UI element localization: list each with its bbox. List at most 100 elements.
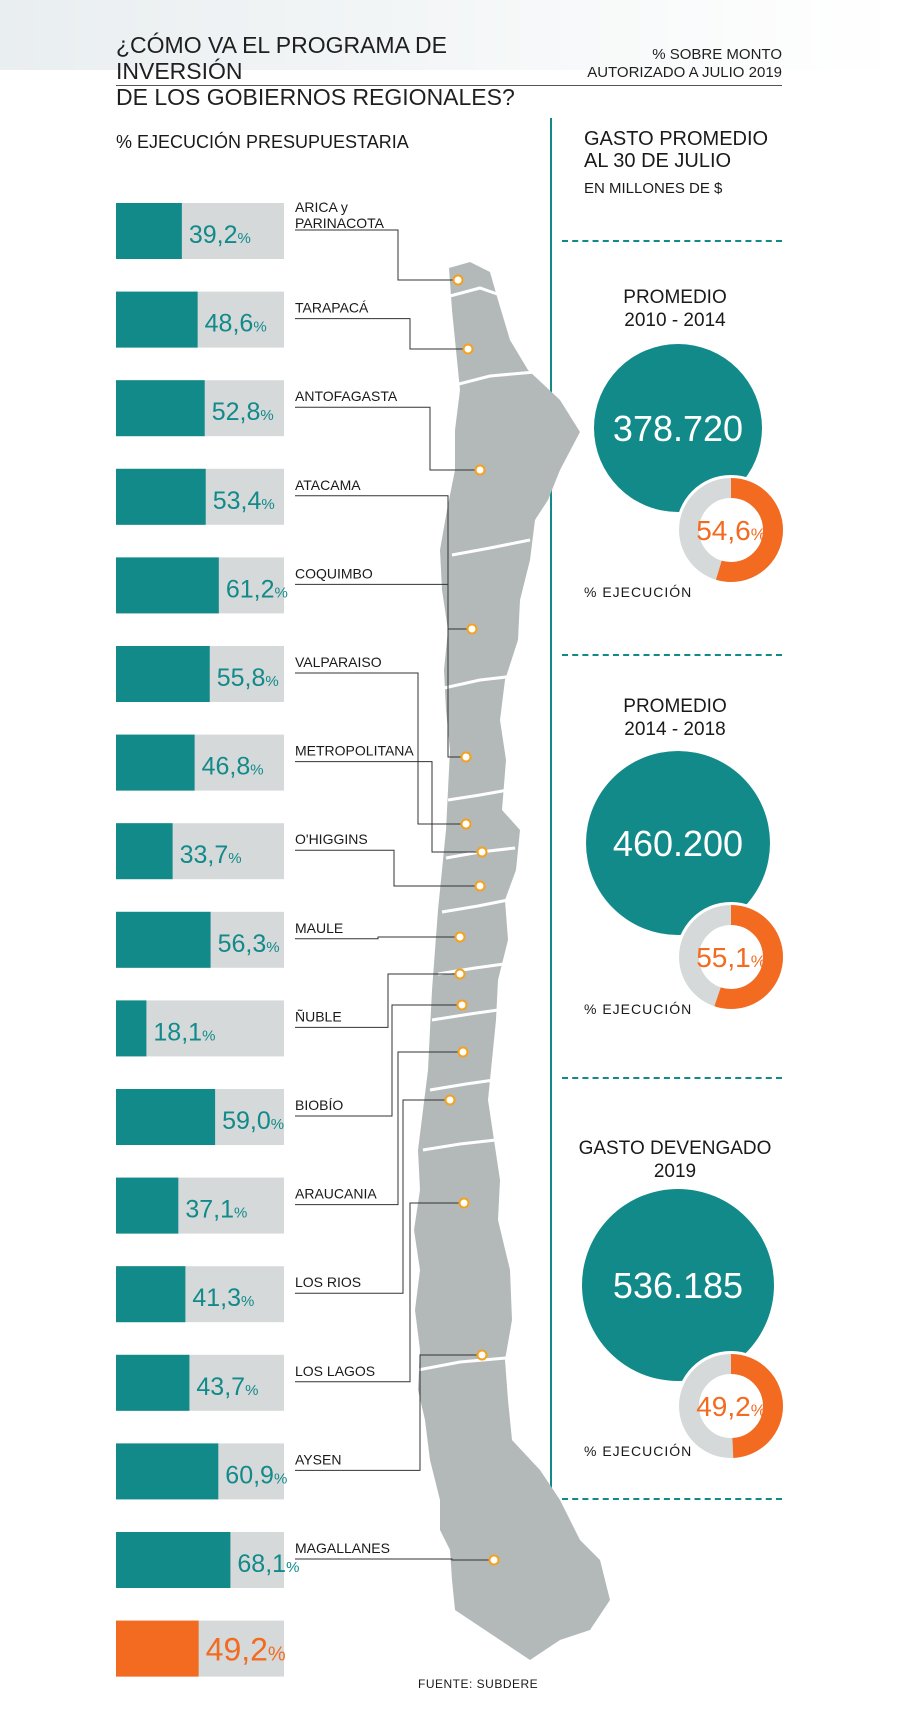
bar bbox=[116, 1000, 147, 1057]
region-marker bbox=[458, 1197, 470, 1209]
map-border-12 bbox=[417, 1356, 507, 1372]
column-divider bbox=[550, 118, 552, 1498]
region-marker bbox=[444, 1094, 456, 1106]
bar bbox=[116, 380, 205, 437]
bar bbox=[116, 1354, 190, 1411]
source-note: FUENTE: SUBDERE bbox=[418, 1677, 539, 1691]
leader-line bbox=[295, 1004, 462, 1117]
leader-line bbox=[295, 1202, 464, 1383]
bar bbox=[116, 1089, 216, 1145]
bar bbox=[116, 1443, 219, 1500]
region-label: ATACAMA bbox=[295, 477, 361, 493]
map-border-8 bbox=[437, 962, 505, 976]
data-label: 39,2% bbox=[189, 221, 251, 249]
map-body bbox=[414, 262, 610, 1660]
leader-lines bbox=[295, 229, 500, 1566]
region-label: MAULE bbox=[295, 920, 343, 936]
amount-circle bbox=[586, 751, 770, 935]
amount-circle bbox=[594, 344, 762, 512]
leader-line bbox=[295, 406, 480, 471]
bar bbox=[116, 1532, 231, 1588]
spending-heading-line-2: AL 30 DE JULIO bbox=[584, 150, 732, 172]
leader-line bbox=[295, 1051, 463, 1206]
panel-subtitle: 2014 - 2018 bbox=[624, 719, 725, 740]
dashed-divider-4 bbox=[562, 1498, 782, 1500]
map-border-2 bbox=[454, 370, 536, 387]
spending-heading: GASTO PROMEDIO AL 30 DE JULIO EN MILLONE… bbox=[584, 128, 768, 200]
map-border-3 bbox=[451, 538, 531, 557]
region-label: BIOBÍO bbox=[295, 1097, 343, 1113]
map-border-4 bbox=[443, 674, 516, 690]
amount-circle bbox=[582, 1189, 774, 1381]
region-marker bbox=[456, 999, 468, 1011]
dashed-divider-2 bbox=[562, 654, 782, 656]
amount-label: 378.720 bbox=[613, 408, 743, 449]
leader-line bbox=[295, 849, 480, 887]
bar bbox=[116, 203, 182, 259]
title-line-1: ¿CÓMO VA EL PROGRAMA DE INVERSIÓN bbox=[116, 32, 448, 84]
region-marker bbox=[476, 1349, 488, 1361]
leader-line bbox=[295, 583, 466, 758]
leader-line bbox=[295, 1099, 450, 1294]
leader-line bbox=[295, 1354, 482, 1471]
data-label: 68,1% bbox=[237, 1550, 299, 1578]
bar bbox=[116, 1177, 179, 1234]
bar bbox=[116, 557, 219, 614]
bar bbox=[116, 468, 206, 525]
leader-line bbox=[295, 229, 458, 281]
bar bbox=[116, 291, 198, 348]
page-title: ¿CÓMO VA EL PROGRAMA DE INVERSIÓN DE LOS… bbox=[116, 32, 576, 110]
dashed-divider-3 bbox=[562, 1077, 782, 1079]
spending-heading-line-1: GASTO PROMEDIO bbox=[584, 128, 769, 150]
amount-label: 536.185 bbox=[613, 1265, 743, 1306]
exec-label-2: % EJECUCIÓN bbox=[584, 1001, 693, 1017]
map-border-9 bbox=[431, 1008, 499, 1022]
region-marker bbox=[466, 623, 478, 635]
region-label: TARAPACÁ bbox=[295, 300, 369, 316]
leader-line bbox=[295, 318, 468, 350]
subtitle-line-1: % SOBRE MONTO bbox=[652, 46, 782, 63]
donut-arc bbox=[679, 1354, 783, 1458]
region-label: PARINACOTA bbox=[295, 215, 385, 231]
map-border-1 bbox=[449, 286, 501, 298]
region-label: MAGALLANES bbox=[295, 1540, 390, 1556]
region-label: ARICA y bbox=[295, 199, 348, 215]
bar bbox=[116, 1620, 199, 1677]
chile-map bbox=[414, 262, 610, 1660]
leader-line bbox=[295, 936, 460, 940]
map-border-10 bbox=[429, 1078, 495, 1092]
map-border-5 bbox=[447, 788, 509, 802]
region-label: O'HIGGINS bbox=[295, 831, 368, 847]
leader-line bbox=[295, 495, 472, 630]
region-marker bbox=[474, 464, 486, 476]
bar-chart-heading: % EJECUCIÓN PRESUPUESTARIA bbox=[116, 132, 409, 152]
region-marker bbox=[488, 1554, 500, 1566]
leader-line bbox=[295, 1558, 494, 1561]
leader-line bbox=[295, 761, 482, 853]
exec-label-3: % EJECUCIÓN bbox=[584, 1443, 693, 1459]
header-band bbox=[0, 0, 900, 70]
title-line-2: DE LOS GOBIERNOS REGIONALES? bbox=[116, 84, 515, 110]
leader-line bbox=[295, 973, 460, 1028]
subtitle-line-2: AUTORIZADO A JULIO 2019 bbox=[587, 64, 782, 81]
donut-arc bbox=[679, 478, 783, 582]
region-marker bbox=[454, 931, 466, 943]
region-marker bbox=[452, 274, 464, 286]
bar-chart: 39,2%ARICA yPARINACOTA48,6%TARAPACÁ52,8%… bbox=[116, 199, 414, 1677]
header-divider bbox=[116, 85, 782, 86]
panel-title: PROMEDIO bbox=[623, 696, 726, 717]
region-label: ANTOFAGASTA bbox=[295, 388, 398, 404]
data-label: 61,2% bbox=[226, 575, 288, 603]
region-label: AYSEN bbox=[295, 1451, 341, 1467]
map-border-7 bbox=[441, 898, 509, 914]
region-marker bbox=[457, 1046, 469, 1058]
region-label: COQUIMBO bbox=[295, 565, 373, 581]
panel-subtitle: 2010 - 2014 bbox=[624, 310, 726, 331]
region-marker bbox=[462, 343, 474, 355]
region-marker bbox=[460, 751, 472, 763]
bar bbox=[116, 646, 210, 702]
region-marker bbox=[474, 880, 486, 892]
region-label: ÑUBLE bbox=[295, 1008, 342, 1024]
bar bbox=[116, 734, 195, 791]
